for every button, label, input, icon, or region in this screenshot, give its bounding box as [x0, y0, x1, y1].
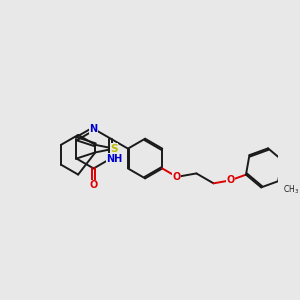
- Text: O: O: [226, 176, 234, 185]
- Text: O: O: [89, 180, 98, 190]
- Text: NH: NH: [106, 154, 122, 164]
- Text: S: S: [110, 144, 118, 154]
- Text: CH$_3$: CH$_3$: [283, 184, 299, 197]
- Text: N: N: [90, 124, 98, 134]
- Text: O: O: [173, 172, 181, 182]
